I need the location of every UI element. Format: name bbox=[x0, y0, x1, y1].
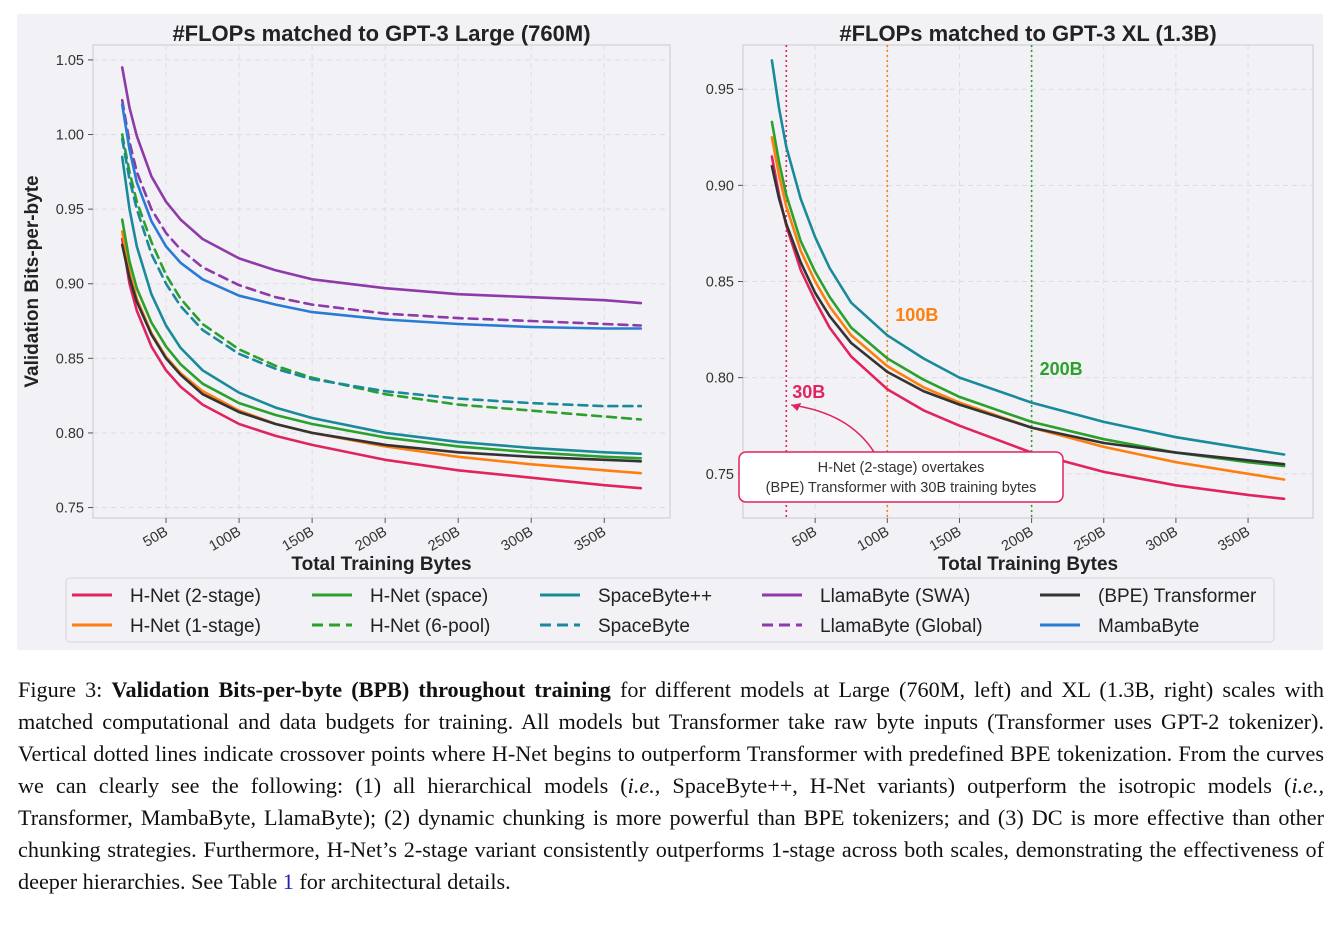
legend-label: (BPE) Transformer bbox=[1098, 586, 1257, 607]
table-ref-link[interactable]: 1 bbox=[282, 869, 294, 894]
legend-label: H-Net (2-stage) bbox=[130, 586, 261, 607]
series-line bbox=[120, 98, 643, 327]
series-line bbox=[120, 66, 643, 305]
legend-label: MambaByte bbox=[1098, 616, 1199, 637]
crossover-label: 200B bbox=[1040, 359, 1083, 379]
figure: 50B 100B 150B 200B 250B 300B 350B0.750.800.850… bbox=[17, 14, 1323, 650]
y-tick-label: 0.80 bbox=[706, 371, 734, 387]
caption-text-1: for different models at Large (760M, lef… bbox=[18, 677, 1325, 798]
series-line bbox=[120, 155, 643, 456]
legend-label: H-Net (6-pool) bbox=[370, 616, 490, 637]
legend-label: LlamaByte (Global) bbox=[820, 616, 983, 637]
series-line bbox=[120, 103, 643, 330]
annotation-text-line2: (BPE) Transformer with 30B training byte… bbox=[766, 480, 1037, 496]
caption-bold-title: Validation Bits-per-byte (BPB) throughou… bbox=[111, 677, 611, 702]
legend-label: LlamaByte (SWA) bbox=[820, 586, 970, 607]
legend-label: H-Net (1-stage) bbox=[130, 616, 261, 637]
y-tick-label: 0.80 bbox=[56, 426, 84, 442]
caption-prefix: Figure 3: bbox=[18, 677, 112, 702]
crossover-label: 100B bbox=[895, 305, 938, 325]
legend-box bbox=[65, 577, 1275, 643]
y-tick-label: 1.00 bbox=[56, 128, 84, 144]
chart-title: #FLOPs matched to GPT-3 XL (1.3B) bbox=[839, 21, 1216, 46]
annotation-text-line1: H-Net (2-stage) overtakes bbox=[818, 460, 985, 476]
y-tick-label: 0.95 bbox=[56, 202, 84, 218]
x-axis-label: Total Training Bytes bbox=[938, 554, 1118, 575]
y-tick-label: 1.05 bbox=[56, 53, 84, 69]
y-tick-label: 0.90 bbox=[56, 277, 84, 293]
series-line bbox=[120, 218, 643, 460]
legend-label: H-Net (space) bbox=[370, 586, 488, 607]
annotation-arrow bbox=[791, 404, 875, 453]
caption-ie-1: i.e., bbox=[627, 773, 661, 798]
legend-label: SpaceByte bbox=[598, 616, 690, 637]
y-tick-label: 0.85 bbox=[56, 351, 84, 367]
caption-text-3: Transformer, MambaByte, LlamaByte); (2) … bbox=[18, 805, 1324, 894]
series-line bbox=[770, 59, 1286, 456]
crossover-label: 30B bbox=[792, 382, 825, 402]
chart-left: 50B 100B 150B 200B 250B 300B 350B0.750.800.850… bbox=[22, 21, 671, 575]
caption-text-4: for architectural details. bbox=[293, 869, 511, 894]
series-line bbox=[120, 133, 643, 421]
plot-area bbox=[92, 44, 671, 519]
y-tick-label: 0.85 bbox=[706, 275, 734, 291]
caption-text-2: SpaceByte++, H-Net variants) outperform … bbox=[660, 773, 1292, 798]
y-tick-label: 0.75 bbox=[706, 467, 734, 483]
y-axis-label: Validation Bits-per-byte bbox=[22, 175, 43, 387]
figure-caption: Figure 3: Validation Bits-per-byte (BPB)… bbox=[18, 674, 1324, 898]
caption-ie-2: i.e., bbox=[1291, 773, 1324, 798]
series-line bbox=[770, 164, 1286, 466]
y-tick-label: 0.95 bbox=[706, 82, 734, 98]
legend: H-Net (2-stage) H-Net (1-stage) H-Net (spa… bbox=[65, 577, 1275, 643]
chart-title: #FLOPs matched to GPT-3 Large (760M) bbox=[172, 21, 590, 46]
series-line bbox=[770, 136, 1286, 481]
series-line bbox=[120, 243, 643, 463]
legend-label: SpaceByte++ bbox=[598, 586, 712, 607]
series-line bbox=[770, 155, 1286, 501]
x-axis-label: Total Training Bytes bbox=[291, 554, 471, 575]
y-tick-label: 0.75 bbox=[56, 501, 84, 517]
series-line bbox=[120, 137, 643, 408]
annotation-arrowhead bbox=[791, 403, 802, 411]
y-tick-label: 0.90 bbox=[706, 178, 734, 194]
annotation-box bbox=[738, 451, 1064, 503]
chart-right: 50B 100B 150B 200B 250B 300B 350B0.750.800.850… bbox=[706, 21, 1314, 575]
series-line bbox=[120, 237, 643, 490]
